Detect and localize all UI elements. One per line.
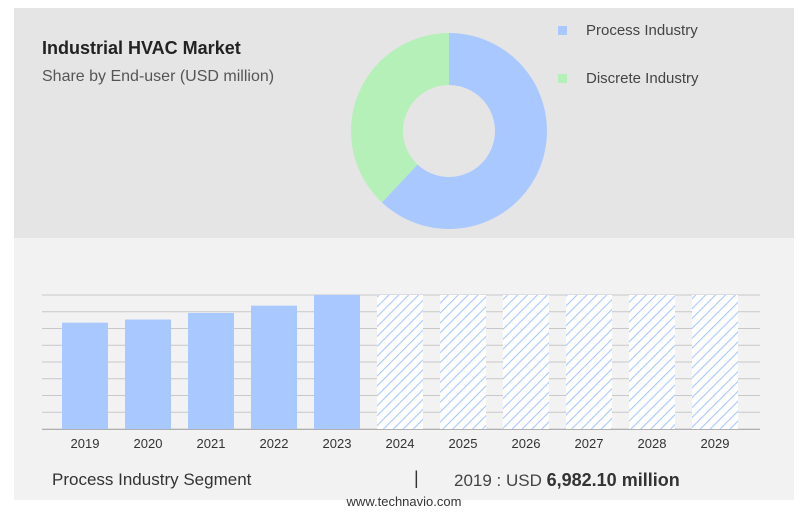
donut-chart (351, 33, 547, 229)
legend-label-process-industry: Process Industry (586, 22, 698, 39)
footer-value-prefix: 2019 : USD (454, 471, 542, 490)
x-tick-label-2029: 2029 (701, 436, 730, 451)
footer-divider: | (414, 468, 419, 488)
legend-swatch-discrete-industry (558, 74, 567, 83)
x-tick-label-2020: 2020 (134, 436, 163, 451)
x-tick-label-2026: 2026 (512, 436, 541, 451)
bar-2025 (440, 295, 486, 429)
x-tick-label-2025: 2025 (449, 436, 478, 451)
x-tick-label-2019: 2019 (71, 436, 100, 451)
chart-subtitle: Share by End-user (USD million) (42, 68, 275, 85)
footer-value: 2019 : USD 6,982.10 million (454, 470, 680, 491)
bar-2019 (62, 322, 108, 429)
bar-2020 (125, 319, 171, 429)
footer-segment-label: Process Industry Segment (52, 470, 252, 489)
legend-item-discrete-industry: Discrete Industry (558, 70, 699, 87)
chart-title: Industrial HVAC Market (42, 38, 241, 58)
bar-2029 (692, 295, 738, 429)
x-tick-label-2028: 2028 (638, 436, 667, 451)
bar-2026 (503, 295, 549, 429)
x-tick-label-2022: 2022 (260, 436, 289, 451)
legend-item-process-industry: Process Industry (558, 22, 698, 39)
bar-2024 (377, 295, 423, 429)
x-tick-label-2027: 2027 (575, 436, 604, 451)
bar-2027 (566, 295, 612, 429)
bar-2023 (314, 295, 360, 429)
bar-2021 (188, 312, 234, 429)
x-tick-label-2023: 2023 (323, 436, 352, 451)
x-tick-label-2024: 2024 (386, 436, 415, 451)
donut-slice-process-industry (381, 33, 547, 229)
source-site: www.technavio.com (346, 494, 462, 509)
donut-slice-discrete-industry (351, 33, 449, 203)
bar-2022 (251, 305, 297, 429)
bar-2028 (629, 295, 675, 429)
legend-swatch-process-industry (558, 26, 567, 35)
x-tick-label-2021: 2021 (197, 436, 226, 451)
legend-label-discrete-industry: Discrete Industry (586, 70, 699, 87)
bar-chart: 2019 2020 2021 2022 2023 2024 2025 2026 2027 2028… (42, 294, 760, 451)
footer-value-amount: 6,982.10 million (546, 470, 680, 490)
